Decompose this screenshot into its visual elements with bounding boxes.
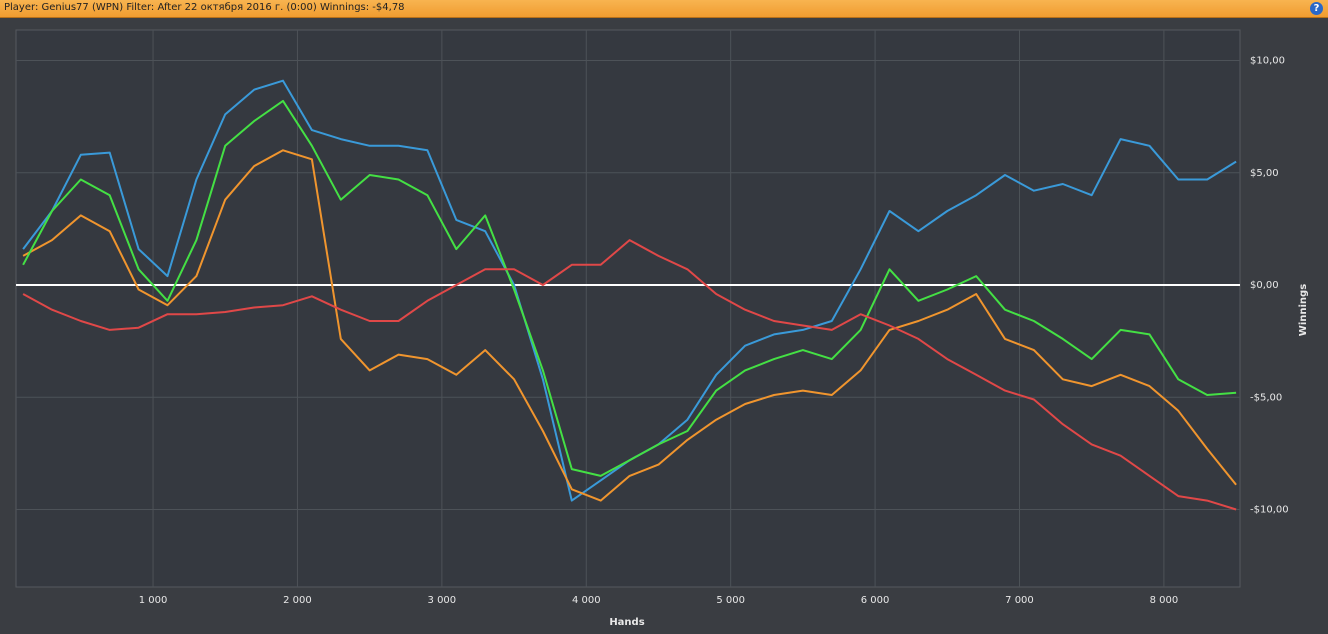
- x-tick-label: 6 000: [861, 595, 890, 606]
- y-tick-label: -$10,00: [1250, 505, 1289, 516]
- chart: Hands Winnings 1 000 2 000 3 000 4 000 5 000…: [15, 29, 1309, 628]
- x-tick-label: 3 000: [428, 595, 457, 606]
- header-bar: Player: Genius77 (WPN) Filter: After 22 …: [0, 0, 1328, 18]
- x-tick-label: 7 000: [1005, 595, 1034, 606]
- x-tick-label: 1 000: [139, 595, 168, 606]
- series-line: [22, 239, 1237, 511]
- x-tick-label: 4 000: [572, 595, 601, 606]
- x-axis-label: Hands: [609, 617, 644, 628]
- help-icon[interactable]: ?: [1310, 2, 1323, 15]
- y-tick-label: $0,00: [1250, 280, 1279, 291]
- y-tick-label: -$5,00: [1250, 392, 1282, 403]
- plot-area: [15, 29, 1241, 588]
- x-tick-label: 5 000: [716, 595, 745, 606]
- y-axis-label: Winnings: [1298, 284, 1309, 336]
- series-line: [22, 99, 1237, 477]
- x-tick-label: 8 000: [1150, 595, 1179, 606]
- x-tick-label: 2 000: [283, 595, 312, 606]
- series-line: [22, 149, 1237, 502]
- y-tick-label: $10,00: [1250, 56, 1285, 67]
- y-tick-label: $5,00: [1250, 168, 1279, 179]
- header-title: Player: Genius77 (WPN) Filter: After 22 …: [4, 2, 405, 13]
